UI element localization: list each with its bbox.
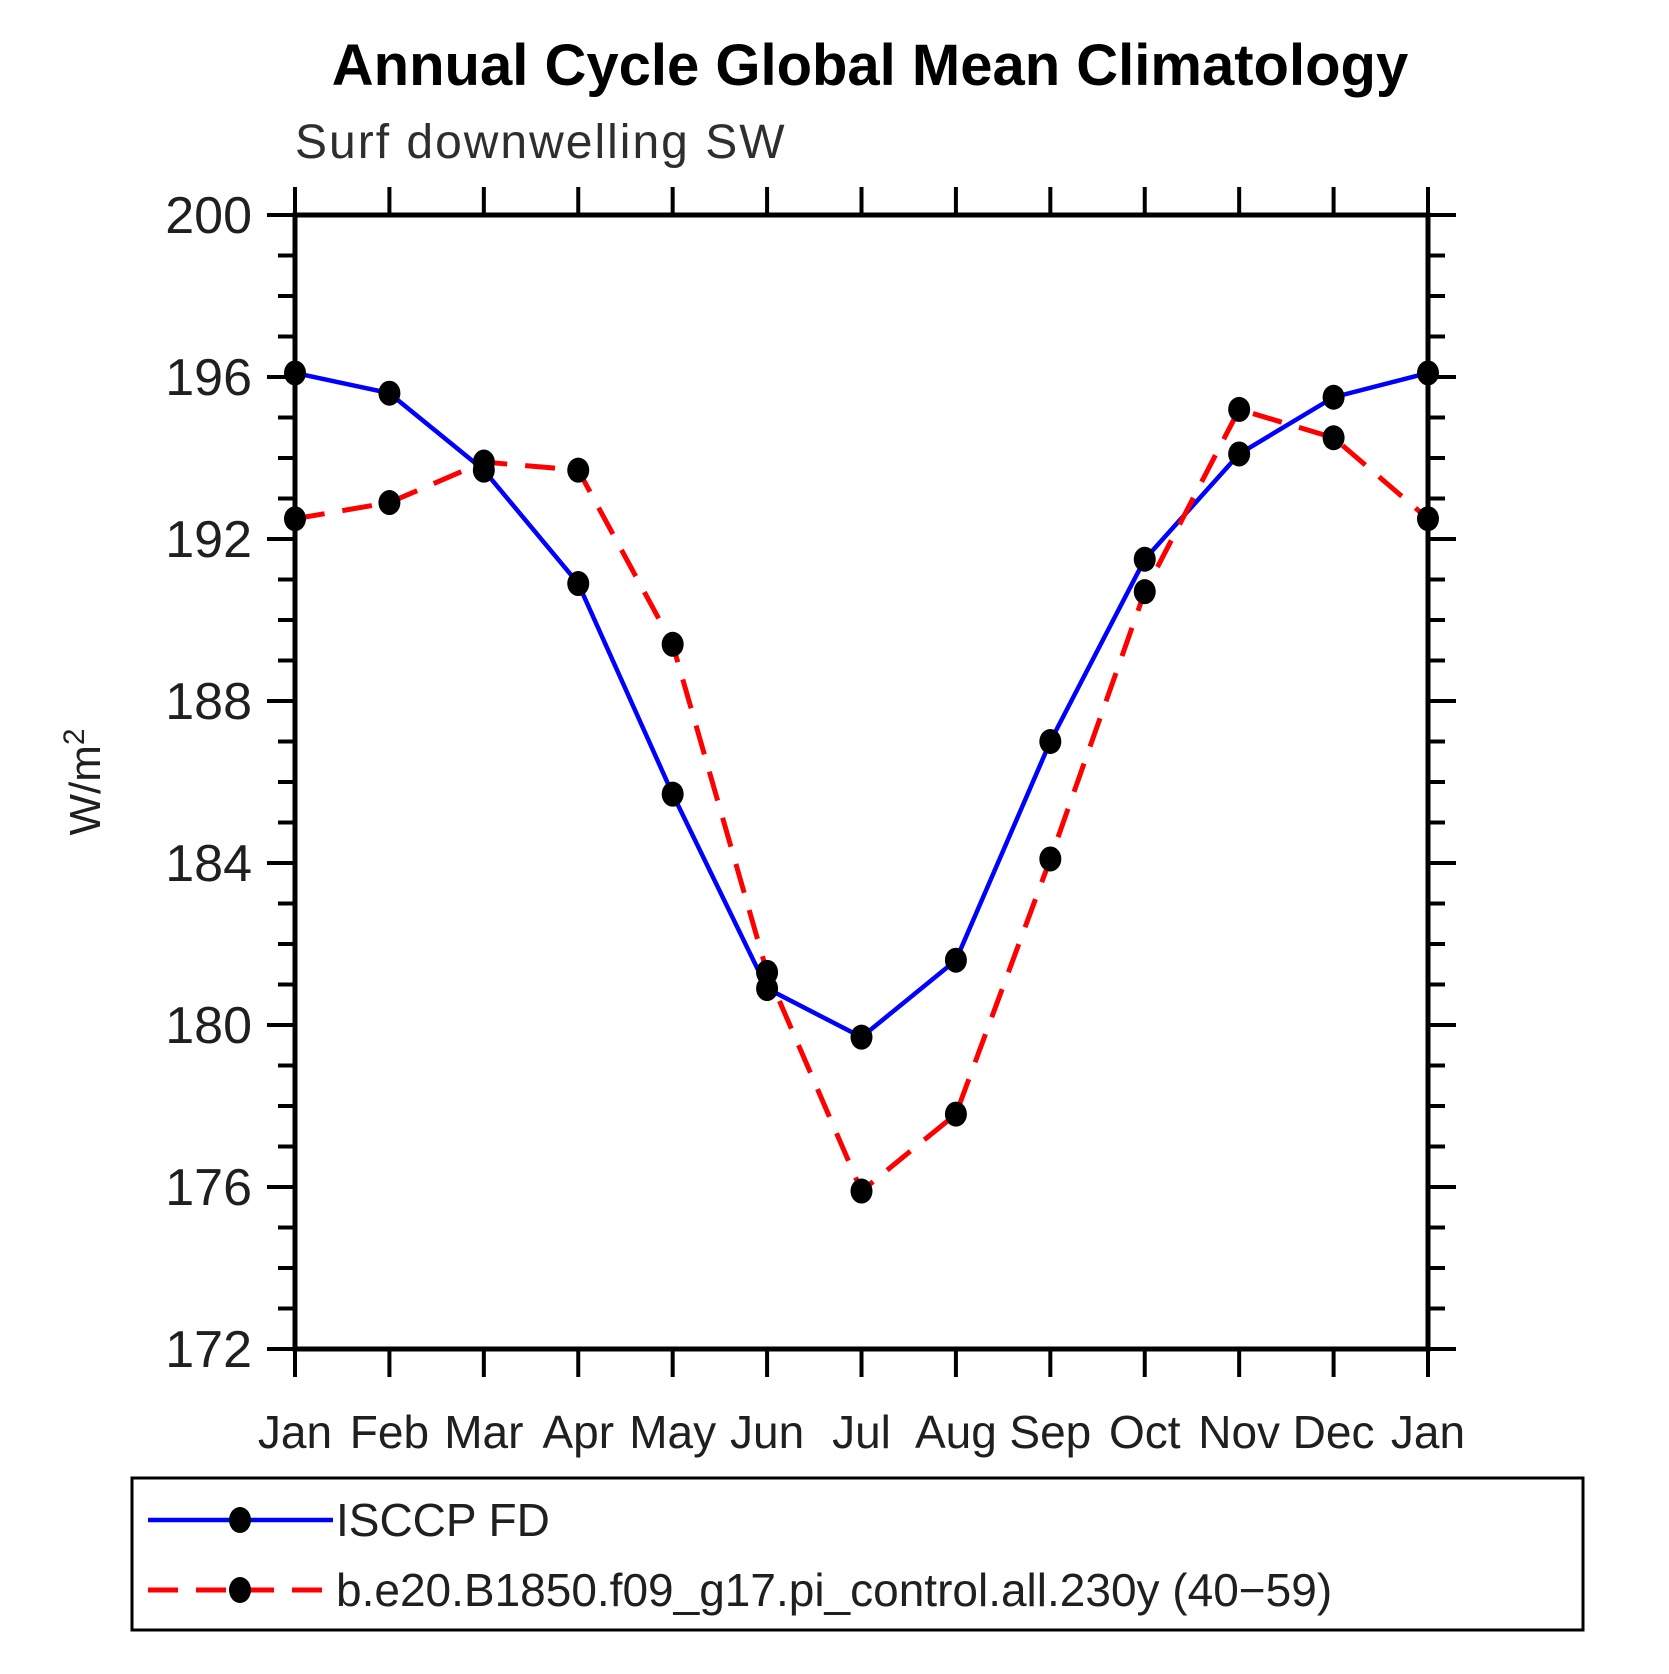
x-tick-label: Jun: [730, 1406, 804, 1458]
data-point-marker-s1-Oct: [1133, 579, 1156, 605]
legend-label-0: ISCCP FD: [336, 1494, 550, 1546]
x-tick-label: Feb: [350, 1406, 429, 1458]
data-point-marker-s1-Nov: [1228, 396, 1251, 422]
chart-subtitle: Surf downwelling SW: [295, 116, 787, 169]
data-point-marker-s0-Feb: [378, 380, 401, 406]
y-axis-label: W/m2: [58, 728, 110, 835]
data-point-marker-s1-Jun: [756, 959, 779, 985]
data-point-marker-s0-Jan: [1417, 360, 1439, 386]
x-tick-label: Aug: [915, 1406, 997, 1458]
legend-box: [130, 1476, 1585, 1632]
x-tick-label: May: [629, 1406, 716, 1458]
y-tick-label: 200: [165, 187, 252, 245]
y-tick-label: 172: [165, 1321, 252, 1379]
y-tick-label: 188: [165, 673, 252, 731]
x-tick-label: Sep: [1009, 1406, 1091, 1458]
data-point-marker-s1-Aug: [944, 1101, 967, 1127]
data-point-marker-s1-Sep: [1039, 846, 1062, 872]
x-tick-label: Jul: [832, 1406, 891, 1458]
x-tick-label: Oct: [1109, 1406, 1181, 1458]
x-tick-label: Apr: [542, 1406, 614, 1458]
data-point-marker-s0-Jul: [850, 1024, 873, 1050]
data-point-marker-s0-Dec: [1322, 384, 1345, 410]
series-line-1: [294, 406, 1430, 1194]
data-point-marker-s0-Oct: [1133, 546, 1156, 572]
data-point-marker-s1-Jul: [850, 1178, 873, 1204]
data-point-marker-s1-Jan: [284, 506, 306, 532]
legend-marker-1: [229, 1577, 251, 1603]
y-tick-label: 196: [165, 349, 252, 407]
y-axis-label-base: W/m: [61, 745, 110, 835]
x-tick-label: Nov: [1198, 1406, 1280, 1458]
data-point-marker-s1-Dec: [1322, 425, 1345, 451]
y-tick-label: 176: [165, 1159, 252, 1217]
data-point-marker-s1-May: [661, 631, 684, 657]
y-axis-label-exponent: 2: [58, 728, 91, 745]
y-tick-label: 192: [165, 511, 252, 569]
y-tick-label: 184: [165, 835, 252, 893]
y-tick-label: 180: [165, 997, 252, 1055]
data-point-marker-s0-Aug: [944, 947, 967, 973]
data-point-marker-s0-Apr: [567, 571, 590, 597]
data-point-marker-s1-Mar: [472, 449, 495, 475]
data-point-marker-s0-Sep: [1039, 729, 1062, 754]
chart-title: Annual Cycle Global Mean Climatology: [332, 33, 1408, 98]
legend-label-1: b.e20.B1850.f09_g17.pi_control.all.230y …: [336, 1564, 1332, 1616]
legend-marker-0: [229, 1507, 251, 1533]
x-tick-label: Dec: [1293, 1406, 1375, 1458]
x-tick-label: Mar: [444, 1406, 523, 1458]
data-point-marker-s1-Apr: [567, 457, 590, 483]
x-tick-label: Jan: [258, 1406, 332, 1458]
data-point-marker-s0-Jan: [284, 360, 306, 386]
data-point-marker-s1-Jan: [1417, 506, 1439, 532]
data-point-marker-s1-Feb: [378, 490, 401, 516]
x-tick-label: Jan: [1391, 1406, 1465, 1458]
series-line-0: [294, 370, 1429, 1040]
data-point-marker-s0-Nov: [1228, 441, 1251, 467]
data-point-marker-s0-May: [661, 781, 684, 807]
